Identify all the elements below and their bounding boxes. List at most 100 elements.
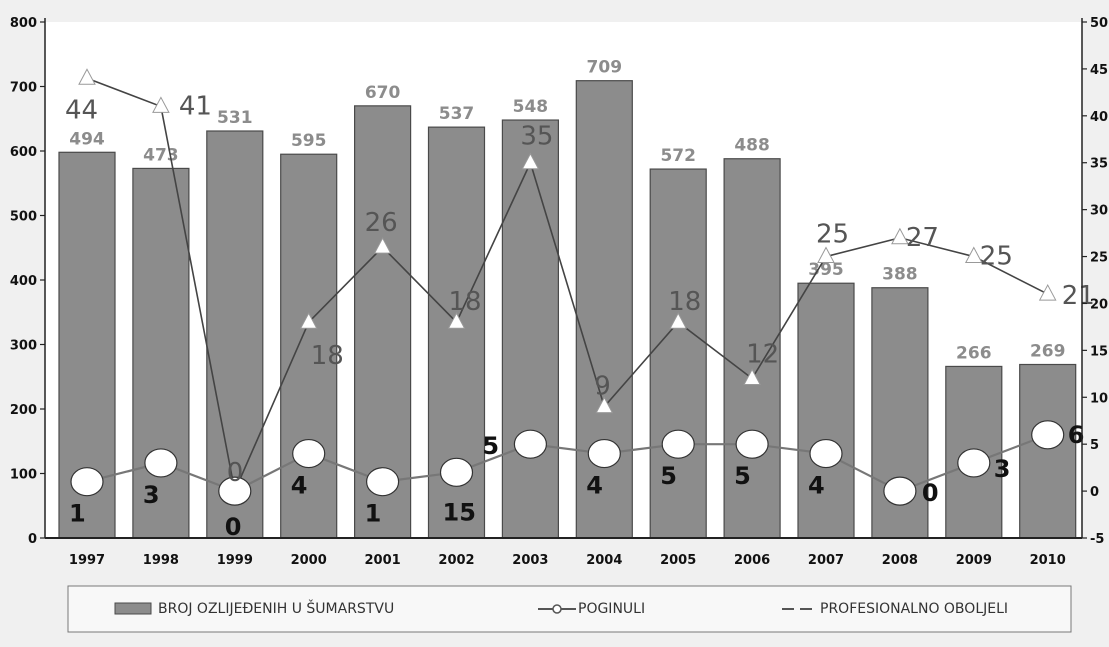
bar-value-label-1997: 494 — [69, 129, 105, 149]
bar-value-label-2009: 266 — [956, 343, 992, 363]
poginuli-point-2010 — [1031, 420, 1065, 450]
legend-circle-marker-icon — [552, 604, 562, 614]
poginuli-point-2003 — [513, 429, 548, 459]
poginuli-point-2008 — [883, 476, 917, 506]
legend-label-injured: BROJ OZLIJEĐENIH U ŠUMARSTVU — [158, 599, 394, 617]
bar-2003 — [501, 119, 559, 539]
x-tick-2003: 2003 — [512, 553, 548, 568]
profesionalno-label-2009: 25 — [980, 242, 1013, 272]
profesionalno-label-2006: 12 — [746, 340, 779, 370]
poginuli-point-2009 — [957, 448, 991, 478]
bar-value-label-2000: 595 — [291, 131, 327, 151]
profesionalno-point-2005 — [669, 312, 688, 329]
x-tick-2007: 2007 — [808, 553, 844, 568]
markers-layer — [70, 68, 1065, 506]
bar-value-label-2002: 537 — [439, 104, 475, 124]
bar-1998 — [132, 167, 190, 539]
profesionalno-point-2006 — [743, 368, 761, 386]
x-tick-2001: 2001 — [365, 553, 401, 568]
poginuli-point-1999 — [218, 476, 252, 506]
y-right-tick-20: 20 — [1090, 297, 1108, 312]
profesionalno-point-2004 — [595, 396, 614, 414]
poginuli-label-1997: 1 — [69, 500, 86, 528]
bars-layer — [58, 80, 1077, 539]
bar-value-label-2003: 548 — [513, 97, 549, 117]
x-tick-2009: 2009 — [956, 553, 992, 568]
x-tick-1997: 1997 — [69, 553, 105, 568]
y-right-tick-40: 40 — [1090, 110, 1108, 125]
x-tick-2000: 2000 — [291, 553, 327, 568]
poginuli-label-2010: 6 — [1068, 421, 1085, 449]
profesionalno-label-2002: 18 — [449, 287, 482, 317]
profesionalno-label-1997: 44 — [65, 95, 98, 125]
bar-2007 — [797, 282, 855, 539]
y-left-tick-0: 0 — [28, 532, 37, 547]
bar-value-label-2006: 488 — [734, 136, 770, 156]
poginuli-label-2009: 3 — [994, 455, 1011, 483]
bar-value-label-2010: 269 — [1030, 341, 1066, 361]
bar-value-label-2001: 670 — [365, 83, 401, 103]
poginuli-label-2002: 15 — [443, 498, 476, 526]
poginuli-label-2008: 0 — [922, 479, 939, 507]
y-right-tick--5: -5 — [1090, 532, 1104, 547]
poginuli-label-2001: 1 — [365, 500, 382, 528]
x-tick-2010: 2010 — [1030, 553, 1066, 568]
y-right-tick-35: 35 — [1090, 157, 1108, 172]
profesionalno-point-1997 — [78, 68, 96, 85]
y-left-tick-400: 400 — [10, 274, 37, 289]
profesionalno-point-2010 — [1038, 284, 1057, 301]
y-right-tick-45: 45 — [1090, 63, 1108, 78]
y-right-tick-10: 10 — [1090, 391, 1108, 406]
poginuli-label-2006: 5 — [734, 462, 751, 490]
profesionalno-line — [86, 77, 1049, 494]
poginuli-point-2002 — [439, 457, 474, 487]
poginuli-label-2005: 5 — [660, 462, 677, 490]
bar-value-label-1999: 531 — [217, 108, 253, 128]
profesionalno-point-2003 — [521, 152, 540, 170]
y-left-tick-500: 500 — [10, 210, 37, 225]
poginuli-point-2007 — [809, 438, 843, 469]
bar-1999 — [206, 130, 264, 539]
profesionalno-point-2000 — [299, 312, 318, 329]
x-tick-2002: 2002 — [438, 553, 474, 568]
bar-value-label-2008: 388 — [882, 265, 918, 285]
x-tick-2005: 2005 — [660, 553, 696, 568]
poginuli-label-1999: 0 — [225, 513, 242, 541]
bar-value-label-2005: 572 — [660, 146, 696, 166]
bar-value-label-1998: 473 — [143, 145, 179, 165]
poginuli-point-1997 — [70, 467, 104, 497]
bar-2004 — [575, 80, 633, 539]
bar-value-label-2004: 709 — [587, 58, 623, 78]
x-tick-2004: 2004 — [586, 553, 622, 568]
x-tick-2008: 2008 — [882, 553, 918, 568]
bar-labels-layer: 494 473 531 595 670 537 548 709 572 488 395 388 266 2… — [69, 58, 1065, 364]
y-left-tick-300: 300 — [10, 339, 37, 354]
profesionalno-point-2002 — [447, 312, 466, 329]
poginuli-point-2006 — [735, 429, 769, 459]
x-tick-1999: 1999 — [217, 553, 253, 568]
y-right-tick-0: 0 — [1090, 485, 1099, 500]
profesionalno-label-1999: 0 — [227, 458, 244, 488]
poginuli-label-1998: 3 — [143, 481, 160, 509]
y-right-tick-30: 30 — [1090, 204, 1108, 219]
bar-value-label-2007: 395 — [808, 260, 844, 280]
poginuli-point-2000 — [292, 438, 326, 469]
poginuli-label-2000: 4 — [291, 472, 308, 500]
poginuli-label-2007: 4 — [808, 472, 825, 500]
y-right-tick-15: 15 — [1090, 344, 1108, 359]
profesionalno-label-2005: 18 — [668, 287, 701, 317]
profesionalno-label-2000: 18 — [311, 341, 344, 371]
profesionalno-point-1998 — [152, 96, 170, 113]
x-tick-1998: 1998 — [143, 553, 179, 568]
legend-label-poginuli: POGINULI — [578, 601, 645, 617]
axes-layer: 0100200300400500600700800-50510152025303… — [10, 16, 1108, 568]
profesionalno-point-2008 — [891, 227, 909, 245]
y-left-tick-100: 100 — [10, 468, 37, 483]
profesionalno-label-2007: 25 — [816, 220, 849, 250]
profesionalno-label-2004: 9 — [594, 372, 611, 402]
poginuli-point-2001 — [366, 467, 400, 497]
bar-2010 — [1019, 363, 1077, 539]
profesionalno-point-2001 — [373, 237, 392, 254]
